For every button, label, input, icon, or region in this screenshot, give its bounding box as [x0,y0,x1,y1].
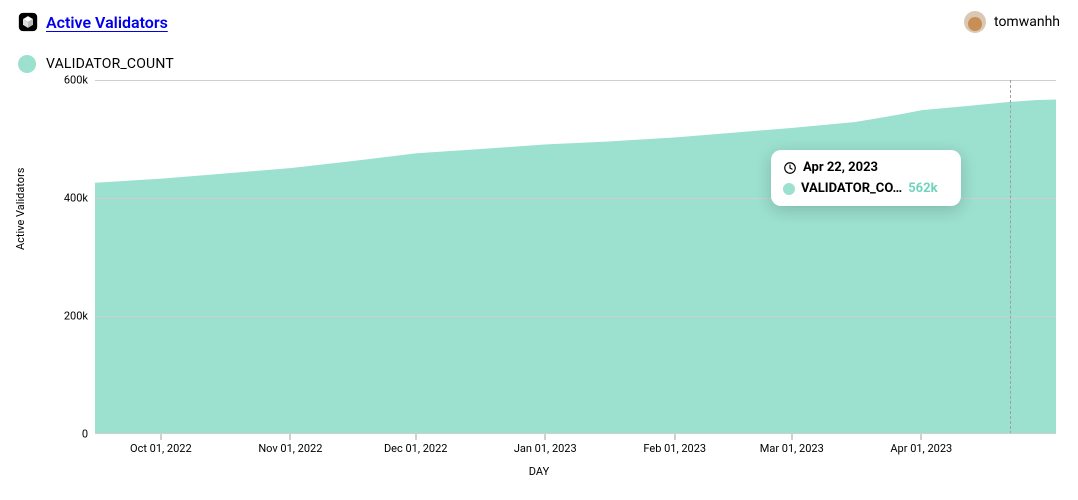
legend-series-label[interactable]: VALIDATOR_COUNT [46,56,174,72]
x-axis-tick [921,434,922,440]
x-axis-tick [290,434,291,440]
tooltip-series-dot-icon [783,183,795,195]
y-axis-tick-label: 400k [54,192,88,205]
x-axis-tick-label: Jan 01, 2023 [514,442,577,455]
header-right: tomwanhh [964,11,1060,33]
x-axis-tick-label: Dec 01, 2022 [384,442,448,455]
tooltip-series-label: VALIDATOR_CO… [801,181,902,196]
hover-guideline [1010,80,1011,434]
y-axis-labels: 0200k400k600k [54,80,88,434]
legend: VALIDATOR_COUNT [18,52,1066,76]
header: Active Validators tomwanhh [12,8,1066,36]
tooltip-value: 562k [908,181,937,196]
x-axis-tick [160,434,161,440]
user-avatar[interactable] [964,11,986,33]
cube-logo-icon [18,12,38,32]
plot-region[interactable]: Apr 22, 2023 VALIDATOR_CO… 562k [94,80,1056,434]
x-axis-tick-label: Apr 01, 2023 [890,442,952,455]
y-axis-tick-label: 600k [54,74,88,87]
tooltip-date-row: Apr 22, 2023 [783,160,947,175]
y-axis-tick-label: 200k [54,310,88,323]
y-axis-title: Active Validators [14,168,27,250]
x-axis-tick [545,434,546,440]
tooltip-value-row: VALIDATOR_CO… 562k [783,181,947,196]
plot-area[interactable]: 0200k400k600k Apr 22, 202 [54,80,1056,434]
chart-title-link[interactable]: Active Validators [46,13,168,32]
x-axis-tick-label: Feb 01, 2023 [643,442,706,455]
chart: Active Validators 0200k400k600k [12,80,1066,484]
x-axis-tick [674,434,675,440]
x-axis-tick-label: Mar 01, 2023 [760,442,824,455]
username-label[interactable]: tomwanhh [994,14,1060,30]
tooltip: Apr 22, 2023 VALIDATOR_CO… 562k [771,150,961,206]
x-axis-tick-label: Oct 01, 2022 [130,442,192,455]
x-axis-title: DAY [529,465,549,478]
x-axis-tick [415,434,416,440]
header-left: Active Validators [18,12,168,32]
x-axis-labels: Oct 01, 2022 Nov 01, 2022 Dec 01, 2022 Jan … [94,434,1056,454]
gridline [95,316,1056,317]
y-axis-tick-label: 0 [54,428,88,441]
clock-icon [783,161,797,175]
legend-swatch-icon [18,55,36,73]
x-axis-tick-label: Nov 01, 2022 [258,442,322,455]
x-axis-tick [791,434,792,440]
gridline [95,80,1056,81]
area-series [95,80,1056,434]
tooltip-date: Apr 22, 2023 [803,160,878,175]
